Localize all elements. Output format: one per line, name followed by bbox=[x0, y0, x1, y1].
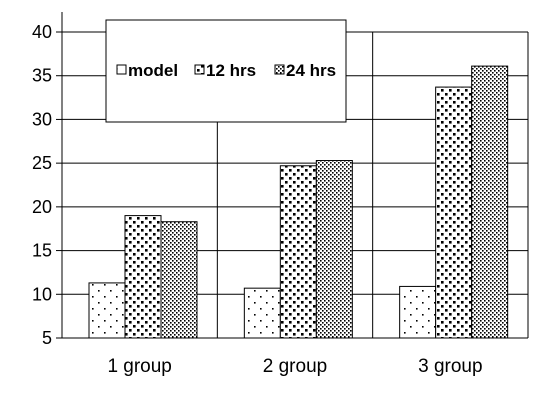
y-tick-label: 20 bbox=[32, 197, 52, 217]
y-tick-labels: 5 10 15 20 25 30 35 40 bbox=[32, 22, 52, 348]
legend-label-12-hrs: 12 hrs bbox=[206, 61, 256, 80]
bar-24-hrs-1-group bbox=[160, 221, 198, 339]
legend-box bbox=[105, 19, 347, 123]
x-category-label: 1 group bbox=[107, 356, 171, 377]
bar-model-1-group bbox=[88, 282, 126, 339]
y-tick-label: 25 bbox=[32, 153, 52, 173]
x-category-labels: 1 group 2 group 3 group bbox=[107, 356, 482, 377]
legend-label-model: model bbox=[128, 61, 178, 80]
y-tick-label: 10 bbox=[32, 284, 52, 304]
y-tick-label: 30 bbox=[32, 109, 52, 129]
y-tick-label: 15 bbox=[32, 241, 52, 261]
legend-swatch-24-hrs bbox=[274, 64, 285, 75]
bar-12-hrs-3-group bbox=[435, 86, 473, 339]
y-tick-label: 5 bbox=[42, 328, 52, 348]
bar-12-hrs-2-group bbox=[279, 165, 317, 339]
y-tick-label: 40 bbox=[32, 22, 52, 42]
bar-12-hrs-1-group bbox=[124, 215, 162, 339]
legend-swatch-12-hrs bbox=[194, 64, 205, 75]
legend: model 12 hrs 24 hrs bbox=[105, 19, 347, 123]
legend-swatch-model bbox=[116, 64, 127, 75]
bar-model-3-group bbox=[399, 285, 437, 339]
bar-24-hrs-2-group bbox=[315, 160, 353, 339]
bars bbox=[88, 65, 509, 339]
y-tick-label: 35 bbox=[32, 66, 52, 86]
legend-label-24-hrs: 24 hrs bbox=[286, 61, 336, 80]
x-category-label: 3 group bbox=[418, 356, 482, 377]
bar-model-2-group bbox=[243, 287, 281, 339]
x-category-label: 2 group bbox=[263, 356, 327, 377]
bar-24-hrs-3-group bbox=[471, 65, 509, 339]
